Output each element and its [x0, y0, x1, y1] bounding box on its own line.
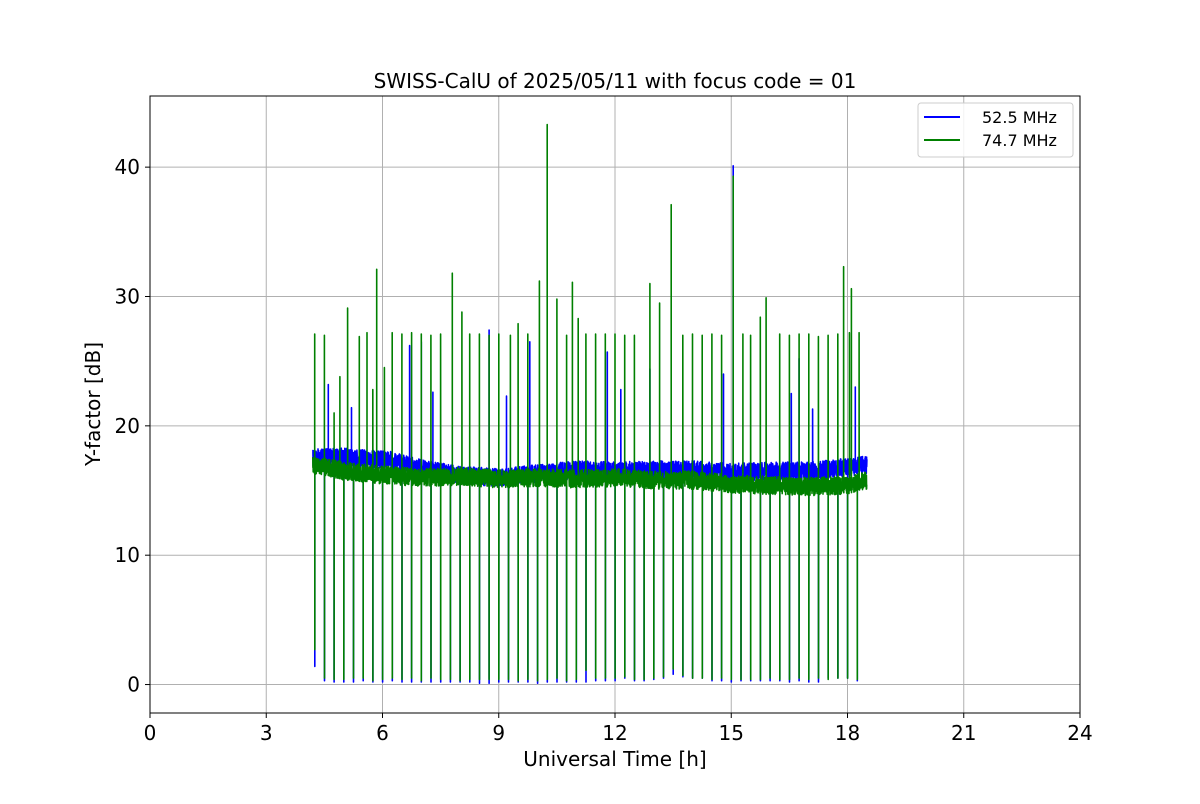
- x-tick-label: 12: [602, 721, 627, 745]
- legend: 52.5 MHz 74.7 MHz: [917, 102, 1074, 158]
- x-tick-label: 9: [492, 721, 505, 745]
- x-tick-label: 0: [144, 721, 157, 745]
- x-tick-label: 24: [1067, 721, 1092, 745]
- series-line-74-7-mhz: [312, 123, 868, 682]
- legend-label-52-5-mhz: 52.5 MHz: [982, 108, 1057, 127]
- legend-label-74-7-mhz: 74.7 MHz: [982, 131, 1057, 150]
- series-lines: [312, 123, 868, 684]
- x-tick-label: 18: [835, 721, 860, 745]
- y-tick-label: 0: [127, 673, 140, 697]
- y-tick-label: 20: [115, 414, 140, 438]
- axis-ticks: 0 3 6 9 12 15 18 21 24 0 10 20 30 40: [115, 155, 1093, 745]
- y-tick-label: 40: [115, 155, 140, 179]
- y-tick-label: 10: [115, 543, 140, 567]
- x-tick-label: 21: [951, 721, 976, 745]
- y-axis-label: Y-factor [dB]: [81, 342, 105, 467]
- x-tick-label: 3: [260, 721, 273, 745]
- x-tick-label: 15: [719, 721, 744, 745]
- x-axis-label: Universal Time [h]: [523, 747, 706, 771]
- y-tick-label: 30: [115, 284, 140, 308]
- chart-title: SWISS-CalU of 2025/05/11 with focus code…: [374, 69, 857, 93]
- x-tick-label: 6: [376, 721, 389, 745]
